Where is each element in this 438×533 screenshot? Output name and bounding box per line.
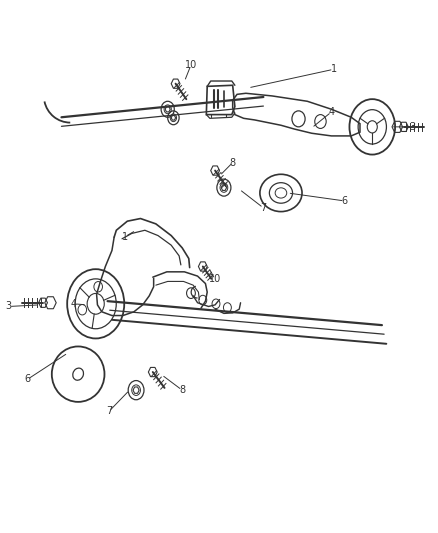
Text: 8: 8	[179, 385, 185, 395]
Text: 7: 7	[260, 203, 266, 213]
Text: 10: 10	[184, 60, 197, 70]
Text: 10: 10	[208, 274, 221, 284]
Text: 1: 1	[330, 64, 336, 74]
Text: 4: 4	[328, 107, 334, 117]
Text: 4: 4	[71, 299, 77, 309]
Text: 6: 6	[341, 196, 347, 206]
Text: 8: 8	[229, 158, 235, 167]
Text: 7: 7	[106, 407, 112, 416]
Text: 3: 3	[409, 122, 415, 132]
Text: 3: 3	[6, 302, 12, 311]
Text: 1: 1	[122, 232, 128, 241]
Text: 6: 6	[24, 375, 30, 384]
